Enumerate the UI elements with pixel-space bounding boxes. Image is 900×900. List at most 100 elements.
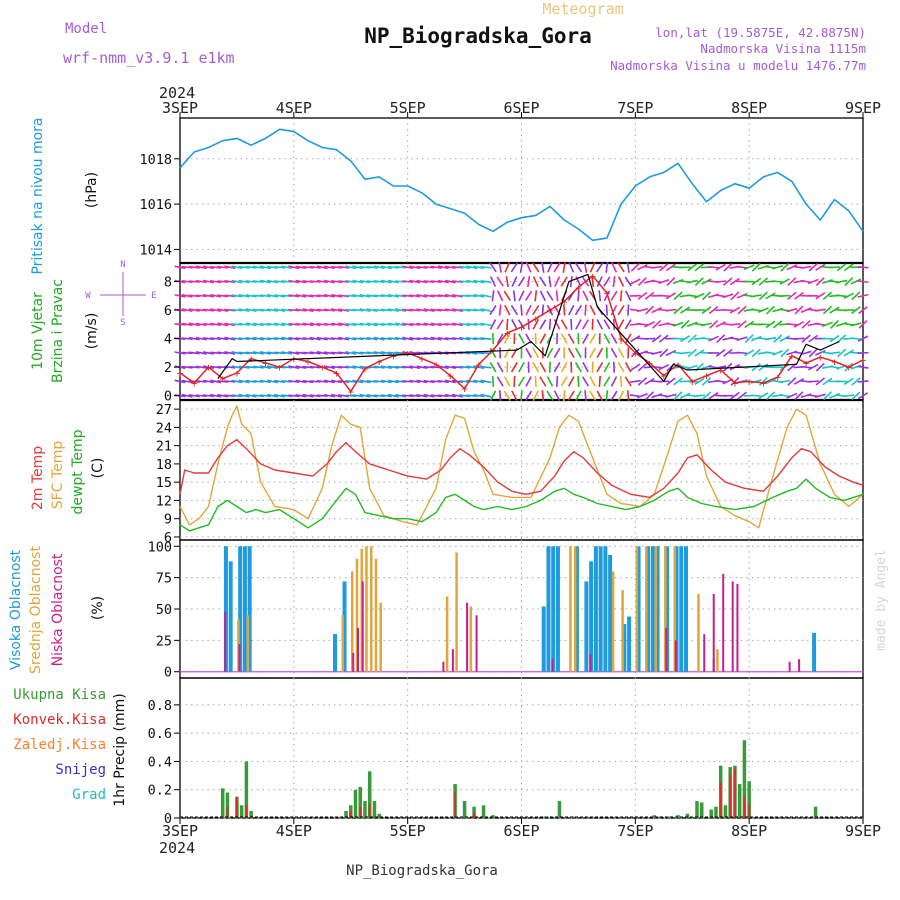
wind-barb <box>395 322 407 327</box>
wind-barb <box>338 265 350 269</box>
wind-unit: (m/s) <box>84 313 100 350</box>
wind-speed-marker: + <box>476 358 483 371</box>
wind-barb <box>637 277 647 286</box>
precip-total-bar <box>377 813 381 818</box>
credit-text: made by Angel <box>874 549 889 651</box>
precip-total-bar <box>652 815 657 818</box>
cloud-high-bar <box>589 561 594 672</box>
wind-barb <box>466 308 478 312</box>
wind-barb <box>800 307 812 314</box>
wind-barb <box>352 351 364 355</box>
wind-barb <box>437 279 449 284</box>
wind-barb <box>851 377 861 386</box>
precip-panel-frame <box>179 677 864 819</box>
wind-barb <box>589 261 596 273</box>
wind-barb <box>496 276 504 287</box>
cloud-mid-bar <box>355 558 359 672</box>
wind-barb <box>617 319 625 330</box>
wind-barb <box>359 337 371 341</box>
wind-barb <box>736 292 748 299</box>
wind-barb <box>548 275 552 288</box>
cloud-high-bar <box>551 546 556 672</box>
wind-barb <box>519 261 524 273</box>
wind-barb <box>210 379 222 384</box>
wind-barb <box>525 304 532 316</box>
wind-barb <box>217 294 229 298</box>
cloud-mid-bar <box>621 590 624 672</box>
wind-barb <box>694 377 705 386</box>
wind-barb <box>496 376 504 387</box>
wind-barb <box>694 263 705 272</box>
wind-barb <box>259 336 271 341</box>
precip-total-bar <box>695 801 699 818</box>
wind-barb <box>858 306 868 315</box>
wind-barb <box>687 348 697 358</box>
wind-barb <box>302 393 314 398</box>
wind-barb <box>266 365 279 369</box>
precip-total-bar <box>344 810 348 818</box>
wind-barb <box>238 308 250 312</box>
wind-barb <box>630 262 640 272</box>
wind-barb <box>672 337 684 340</box>
wind-barb <box>281 380 293 383</box>
wind-barb <box>764 351 777 355</box>
grid-layer <box>180 118 863 819</box>
wind-barb <box>330 365 343 369</box>
wind-barb <box>195 322 207 326</box>
precip-total-bar <box>699 802 704 818</box>
wind-barb <box>518 333 525 344</box>
cloud-low-bar <box>475 615 478 672</box>
wind-barb <box>750 394 762 397</box>
wind-barb <box>524 290 533 301</box>
wind-barb <box>359 308 371 313</box>
wind-barb <box>302 351 314 355</box>
wind-barb <box>259 394 271 398</box>
wind-barb <box>822 391 832 401</box>
wind-barb <box>210 337 222 340</box>
wind-barb <box>736 265 748 269</box>
cloud-label-low: Niska Oblacnost <box>50 553 66 666</box>
cloud-mid-bar <box>369 546 373 672</box>
wind-barb <box>503 390 511 401</box>
wind-barb <box>584 304 587 316</box>
precip-convective-bar <box>236 796 238 818</box>
cloud-mid-bar <box>654 546 658 672</box>
wind-barb <box>366 336 378 341</box>
wind-barb <box>444 293 456 298</box>
wind-barb <box>568 261 575 273</box>
meteogram-label: Meteogram <box>542 0 623 18</box>
wind-barb <box>751 348 761 358</box>
wind-barb <box>473 323 485 326</box>
wind-barb <box>231 323 243 326</box>
wind-barb <box>598 375 601 387</box>
wind-barb <box>402 336 414 341</box>
cloud-high-bar <box>622 624 627 672</box>
wind-barb <box>359 293 371 298</box>
wind-barb <box>700 322 713 327</box>
wind-barb <box>195 350 207 355</box>
wind-barb <box>716 334 726 344</box>
wind-barb <box>473 394 485 398</box>
wind-barb <box>195 279 207 284</box>
wind-barb <box>511 276 518 287</box>
wind-barb <box>539 376 547 387</box>
wind-barb <box>252 308 264 312</box>
wind-barb <box>750 308 762 312</box>
wind-barb <box>295 279 307 284</box>
wind-barb <box>658 278 670 285</box>
wind-barb <box>801 334 811 343</box>
wind-barb <box>174 379 186 384</box>
cloud-high-bar <box>603 546 608 672</box>
cloud-low-bar <box>551 659 554 672</box>
wind-barb <box>466 265 478 270</box>
wind-barb <box>224 350 236 355</box>
wind-barb <box>345 350 357 355</box>
wind-barb <box>518 290 525 302</box>
wind-barb <box>815 292 826 300</box>
wind-barb <box>174 265 186 270</box>
day-label-top: 4SEP <box>276 99 312 117</box>
cloud-high-bar <box>247 546 252 672</box>
wind-barb <box>288 336 300 341</box>
wind-barb <box>387 393 399 398</box>
wind-speed-marker: + <box>604 287 611 300</box>
